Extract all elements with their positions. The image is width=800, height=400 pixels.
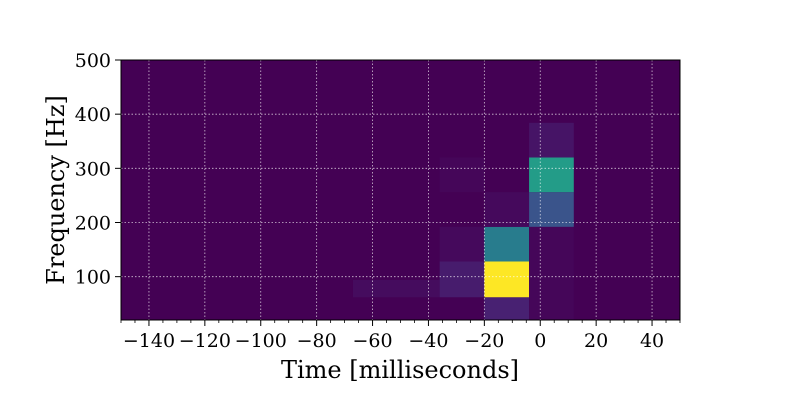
x-tick-label: −40 [408,330,448,352]
heatmap-tile [484,297,530,320]
x-axis-label: Time [milliseconds] [281,356,519,384]
heatmap-tile [439,226,485,262]
heatmap-tile [529,157,574,193]
heatmap-tile [439,157,485,193]
heatmap-tile [484,226,530,262]
x-tick-label: 0 [534,330,546,352]
heatmap-tile [484,261,530,298]
y-tick-label: 400 [75,104,111,126]
y-tick-label: 200 [75,213,111,235]
y-tick-label: 300 [75,158,111,180]
heatmap-tile [529,226,574,320]
x-tick-label: −100 [235,330,287,352]
y-tick-label: 500 [75,50,111,72]
x-tick-label: −60 [352,330,392,352]
x-tick-label: −120 [179,330,231,352]
y-axis-label: Frequency [Hz] [42,95,70,285]
axes: −140 −120 −100 −80 −60 −40 −20 0 20 40 100 200 300 40… [75,50,681,352]
heatmap-tile [439,261,485,298]
y-tick-label: 100 [75,267,111,289]
heatmap-tile [484,192,530,227]
heatmap-tiles [352,122,574,320]
x-tick-label: −80 [297,330,337,352]
x-tick-label: −20 [464,330,504,352]
x-tick-label: 20 [584,330,608,352]
heatmap-tile [529,192,574,227]
x-tick-label: 40 [640,330,664,352]
x-tick-label: −140 [123,330,175,352]
heatmap-tile [352,279,440,298]
heatmap-tile [529,122,574,158]
